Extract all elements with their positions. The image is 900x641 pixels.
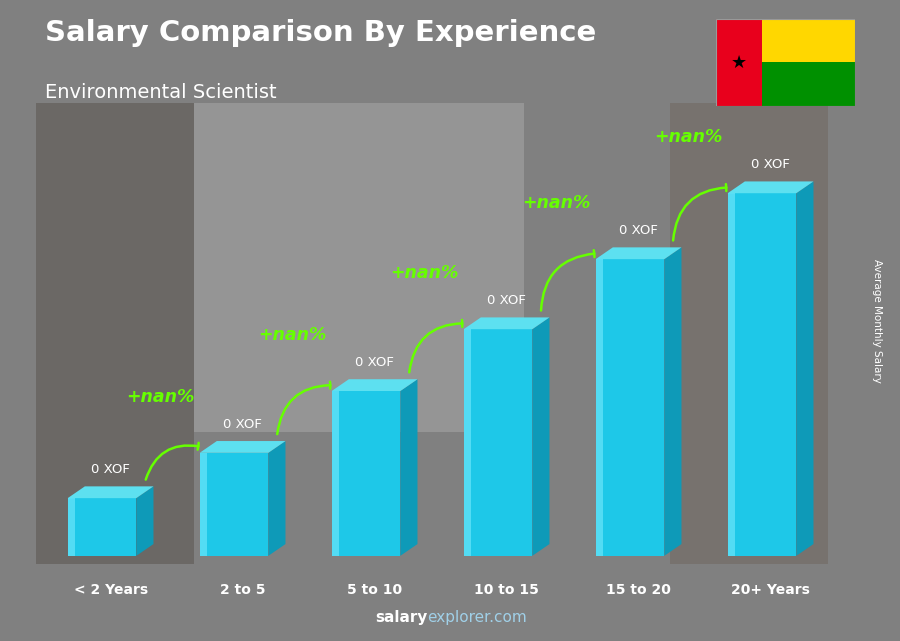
Text: < 2 Years: < 2 Years [74, 583, 148, 597]
Polygon shape [268, 441, 285, 556]
Bar [728, 193, 796, 556]
Bar [36, 103, 194, 564]
Text: +nan%: +nan% [522, 194, 590, 212]
Text: 5 to 10: 5 to 10 [347, 583, 402, 597]
Bar [464, 329, 532, 556]
Polygon shape [596, 247, 681, 259]
Bar [68, 498, 75, 556]
Text: ★: ★ [731, 53, 747, 72]
Text: Environmental Scientist: Environmental Scientist [45, 83, 276, 103]
Bar [762, 62, 855, 106]
Polygon shape [796, 181, 814, 556]
Bar [68, 498, 136, 556]
Polygon shape [728, 181, 814, 193]
Bar [464, 329, 471, 556]
Bar [670, 103, 868, 564]
Text: +nan%: +nan% [391, 264, 459, 282]
Polygon shape [464, 317, 550, 329]
Text: Salary Comparison By Experience: Salary Comparison By Experience [45, 19, 596, 47]
Text: 0 XOF: 0 XOF [619, 224, 658, 237]
Polygon shape [400, 379, 418, 556]
Text: 0 XOF: 0 XOF [487, 294, 526, 307]
Text: 0 XOF: 0 XOF [91, 463, 130, 476]
Polygon shape [332, 379, 418, 391]
Bar [716, 19, 762, 106]
Polygon shape [200, 441, 285, 453]
Text: Average Monthly Salary: Average Monthly Salary [872, 258, 883, 383]
Bar [596, 259, 664, 556]
Polygon shape [532, 317, 550, 556]
Bar [200, 453, 268, 556]
Text: 10 to 15: 10 to 15 [474, 583, 539, 597]
Text: +nan%: +nan% [126, 388, 194, 406]
Polygon shape [136, 487, 154, 556]
Polygon shape [664, 247, 681, 556]
Text: salary: salary [375, 610, 428, 625]
Text: 0 XOF: 0 XOF [356, 356, 394, 369]
Bar [332, 391, 338, 556]
Bar [194, 94, 525, 432]
Text: 20+ Years: 20+ Years [731, 583, 810, 597]
Text: explorer.com: explorer.com [428, 610, 527, 625]
Bar [332, 391, 400, 556]
Bar [596, 259, 602, 556]
Text: 15 to 20: 15 to 20 [606, 583, 671, 597]
Text: 0 XOF: 0 XOF [752, 158, 790, 171]
Polygon shape [68, 487, 154, 498]
Bar [728, 193, 734, 556]
Bar [200, 453, 206, 556]
Text: +nan%: +nan% [654, 128, 723, 146]
Text: +nan%: +nan% [258, 326, 327, 344]
Text: 2 to 5: 2 to 5 [220, 583, 266, 597]
Bar [762, 19, 855, 62]
Text: 0 XOF: 0 XOF [223, 418, 262, 431]
